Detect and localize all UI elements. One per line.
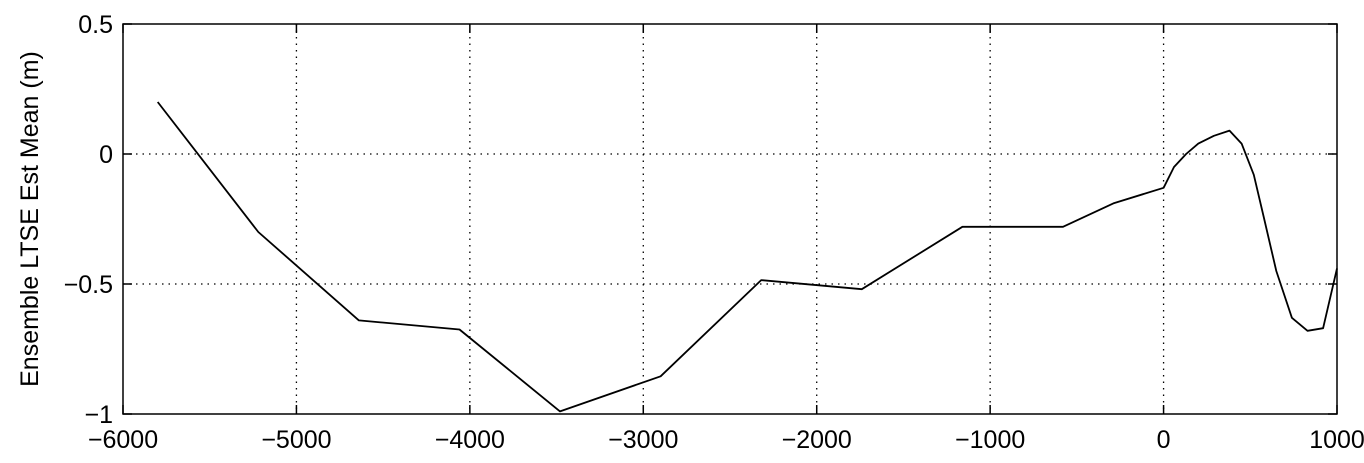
plot-frame <box>122 23 1338 415</box>
y-tick-labels: −1 −0.5 0 0.5 <box>64 11 113 429</box>
x-tick-label: −1000 <box>955 426 1025 454</box>
y-tick-label: −1 <box>84 401 113 429</box>
x-tick-label: −6000 <box>88 426 158 454</box>
x-tick-label: −4000 <box>435 426 505 454</box>
axis-ticks <box>122 23 1338 415</box>
grid <box>123 24 1337 414</box>
y-axis-title: Ensemble LTSE Est Mean (m) <box>16 51 44 387</box>
y-tick-label: 0.5 <box>78 11 113 39</box>
y-tick-label: 0 <box>99 141 113 169</box>
x-tick-label: −5000 <box>261 426 331 454</box>
series-line <box>156 101 1338 413</box>
x-tick-label: 1000 <box>1309 426 1364 454</box>
x-tick-label: 0 <box>1157 426 1171 454</box>
x-tick-label: −3000 <box>608 426 678 454</box>
y-tick-label: −0.5 <box>64 271 113 299</box>
x-tick-labels: −6000 −5000 −4000 −3000 −2000 −1000 0 1000 <box>88 426 1364 454</box>
x-tick-label: −2000 <box>782 426 852 454</box>
series-group <box>156 101 1338 413</box>
